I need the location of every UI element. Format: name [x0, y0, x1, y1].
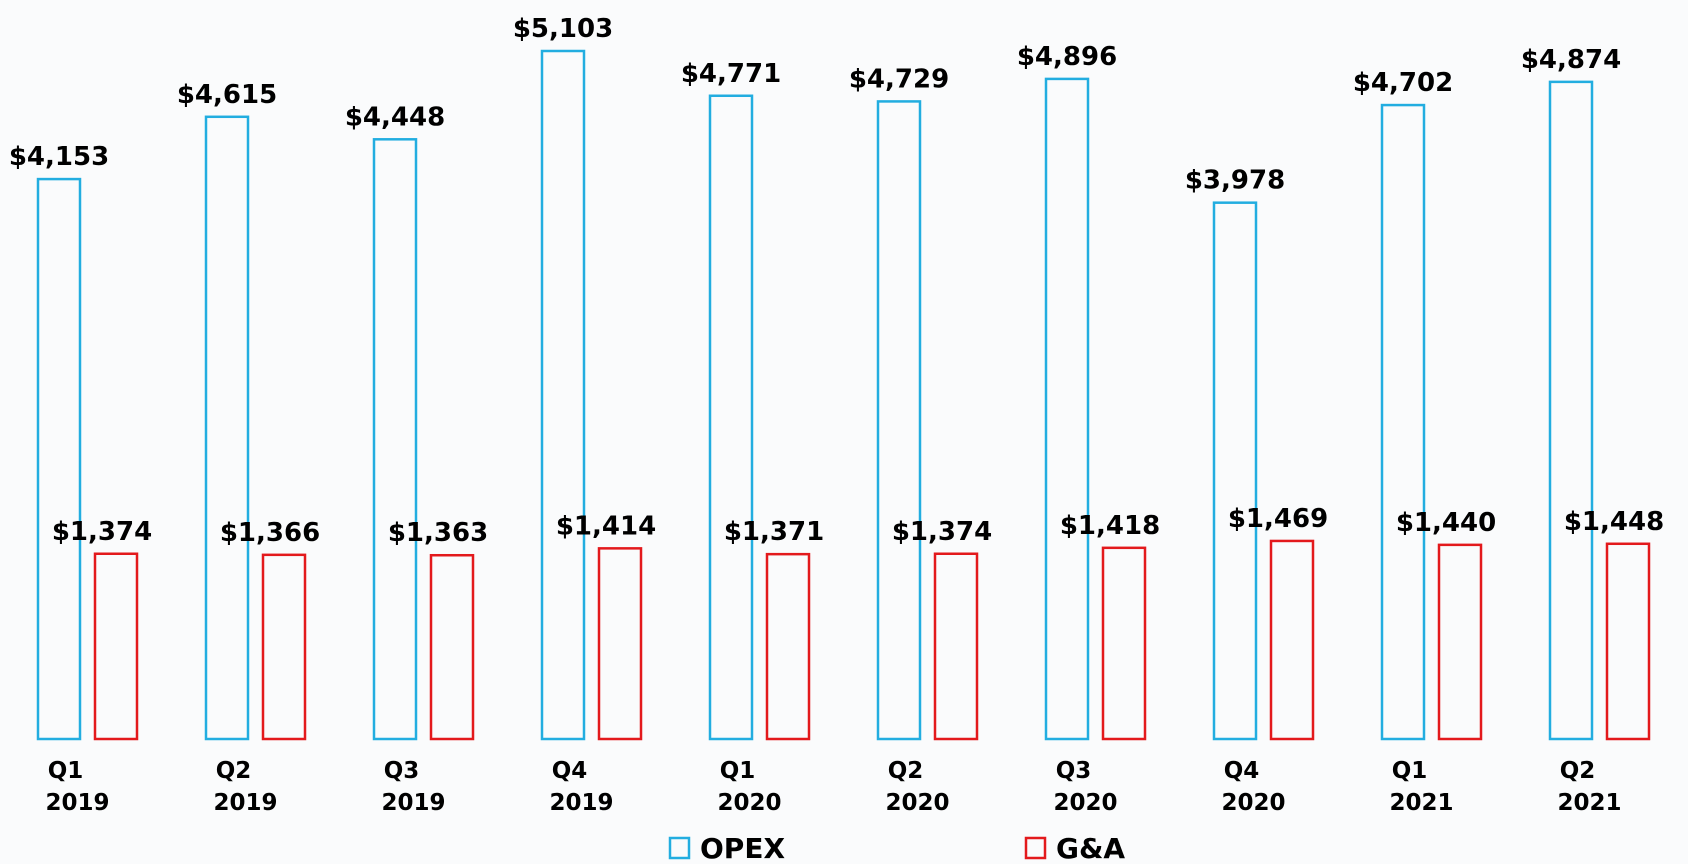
x-tick-label-line: 2020 — [717, 790, 781, 816]
bar — [1212, 201, 1258, 741]
x-tick-label-line: 2019 — [381, 790, 445, 816]
bar — [1548, 80, 1594, 741]
value-label: $4,729 — [849, 64, 949, 94]
bar — [372, 138, 418, 741]
x-tick-label: Q2 2020 — [885, 758, 949, 816]
value-label: $1,414 — [556, 511, 656, 541]
bar — [1605, 542, 1651, 741]
x-tick-label-line: Q1 — [720, 758, 756, 784]
value-label: $1,448 — [1564, 507, 1664, 537]
x-tick-label-line: 2019 — [549, 790, 613, 816]
bar — [1437, 543, 1483, 741]
value-label: $4,874 — [1521, 45, 1621, 75]
value-label: $4,153 — [9, 142, 109, 172]
x-tick-label: Q4 2020 — [1221, 758, 1285, 816]
bar — [765, 552, 811, 741]
bar — [1269, 539, 1315, 741]
x-tick-label-line: Q3 — [1056, 758, 1092, 784]
bar — [708, 94, 754, 741]
bar — [933, 552, 979, 741]
value-label: $1,418 — [1060, 511, 1160, 541]
value-label: $4,702 — [1353, 68, 1453, 98]
value-label: $1,374 — [52, 517, 152, 547]
x-tick-label-line: Q4 — [552, 758, 588, 784]
x-tick-label-line: 2019 — [213, 790, 277, 816]
x-tick-label-line: 2019 — [45, 790, 109, 816]
legend-swatch — [668, 836, 691, 860]
x-tick-label-line: 2021 — [1557, 790, 1621, 816]
x-tick-label: Q1 2021 — [1389, 758, 1453, 816]
x-tick-label: Q1 2019 — [45, 758, 109, 816]
bar — [1101, 546, 1147, 741]
x-tick-label-line: 2021 — [1389, 790, 1453, 816]
value-label: $1,371 — [724, 517, 824, 547]
legend-label: G&A — [1056, 832, 1125, 864]
bar — [540, 49, 586, 741]
x-tick-label-line: Q2 — [1560, 758, 1596, 784]
bar — [876, 100, 922, 741]
value-label: $5,103 — [513, 14, 613, 44]
value-label: $4,896 — [1017, 42, 1117, 72]
x-tick-label-line: Q1 — [48, 758, 84, 784]
x-tick-label: Q2 2019 — [213, 758, 277, 816]
bar — [1380, 103, 1426, 741]
bar — [1044, 77, 1090, 741]
bar — [597, 547, 643, 741]
value-label: $1,366 — [220, 518, 320, 548]
value-label: $4,771 — [681, 59, 781, 89]
legend-swatch — [1024, 836, 1047, 860]
value-label: $4,615 — [177, 80, 277, 110]
x-tick-label: Q2 2021 — [1557, 758, 1621, 816]
value-label: $1,440 — [1396, 508, 1496, 538]
x-tick-label-line: 2020 — [885, 790, 949, 816]
x-tick-label-line: Q2 — [888, 758, 924, 784]
x-tick-label-line: 2020 — [1221, 790, 1285, 816]
x-tick-label: Q3 2020 — [1053, 758, 1117, 816]
x-tick-label-line: Q4 — [1224, 758, 1260, 784]
value-label: $1,363 — [388, 518, 488, 548]
bar — [93, 552, 139, 741]
x-tick-label-line: Q3 — [384, 758, 420, 784]
x-tick-label-line: 2020 — [1053, 790, 1117, 816]
legend-label: OPEX — [700, 832, 785, 864]
bar — [261, 553, 307, 741]
value-label: $3,978 — [1185, 166, 1285, 196]
x-tick-label: Q1 2020 — [717, 758, 781, 816]
value-label: $1,469 — [1228, 504, 1328, 534]
value-label: $1,374 — [892, 517, 992, 547]
x-tick-label: Q4 2019 — [549, 758, 613, 816]
x-tick-label: Q3 2019 — [381, 758, 445, 816]
bar — [204, 115, 250, 741]
bar — [429, 553, 475, 741]
value-label: $4,448 — [345, 102, 445, 132]
x-tick-label-line: Q2 — [216, 758, 252, 784]
bar — [36, 177, 82, 741]
x-tick-label-line: Q1 — [1392, 758, 1428, 784]
